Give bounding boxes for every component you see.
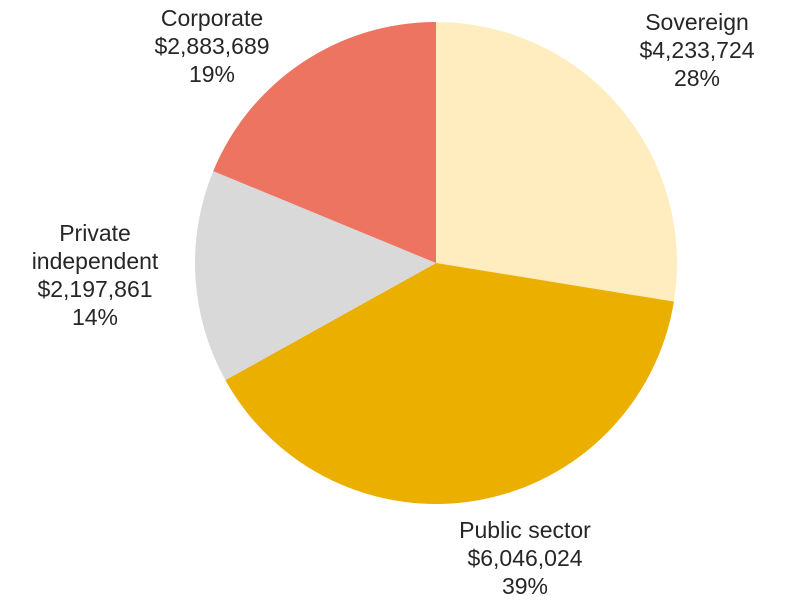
slice-name-line: Corporate [161,5,263,31]
pie-label-public-sector: Public sector $6,046,024 39% [459,517,591,599]
pie-label-private-independent: Private independent $2,197,861 14% [32,220,159,330]
slice-name-line: Sovereign [645,9,749,35]
slice-value-label: $2,197,861 [37,276,152,302]
pie-slice-sovereign [436,22,678,302]
slice-value-label: $4,233,724 [639,37,754,63]
pie-labels: Sovereign $4,233,724 28% Public sector $6,04… [32,5,755,599]
slice-name-line: Private [59,220,131,246]
pie-slice-public-sector [225,263,674,505]
slice-value-label: $6,046,024 [467,545,582,571]
slice-percent-label: 14% [72,304,118,330]
pie-label-corporate: Corporate $2,883,689 19% [154,5,269,87]
slice-name-line: Public sector [459,517,591,543]
pie-slice-private-independent [195,171,436,381]
slice-value-label: $2,883,689 [154,33,269,59]
slice-percent-label: 39% [502,573,548,599]
pie-slice-corporate [213,22,436,263]
pie-slices [195,22,678,505]
slice-name-line: independent [32,248,159,274]
pie-label-sovereign: Sovereign $4,233,724 28% [639,9,754,91]
slice-percent-label: 19% [189,61,235,87]
slice-percent-label: 28% [674,65,720,91]
